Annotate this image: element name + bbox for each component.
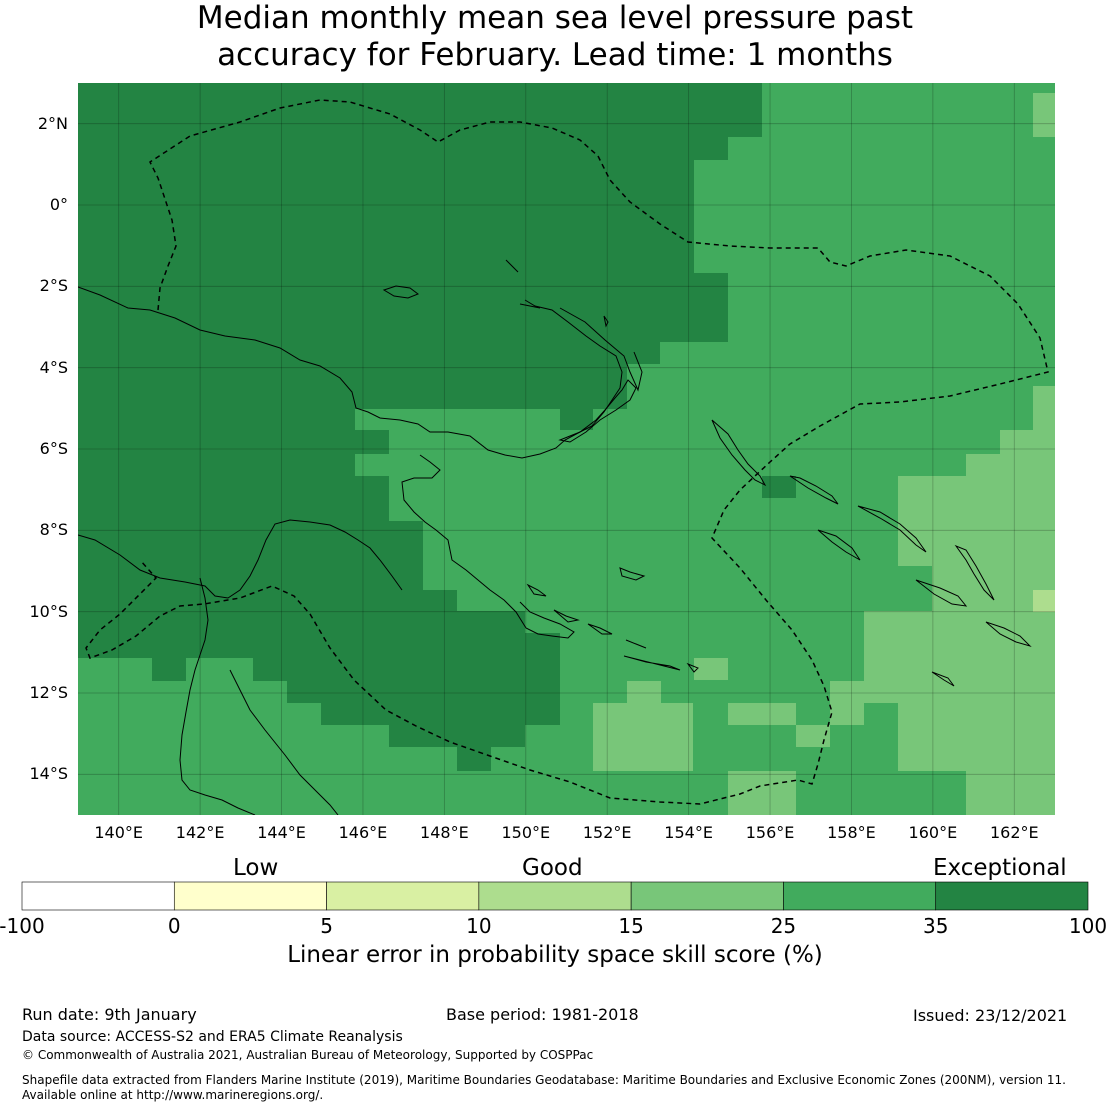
longitude-label: 160°E [908, 823, 958, 842]
coastlines [78, 259, 1032, 815]
latitude-label: 8°S [39, 520, 68, 540]
coastline-australia [179, 577, 339, 815]
skill-cell [728, 703, 796, 725]
colorbar-bin [21, 881, 175, 911]
coastline-new-britain [558, 379, 637, 443]
chart-title: Median monthly mean sea level pressure p… [0, 0, 1110, 74]
run-date: Run date: 9th January [22, 1005, 197, 1024]
colorbar-tick-label: 5 [320, 914, 333, 938]
shapefile-credit-line-2: Available online at http://www.marinereg… [22, 1088, 324, 1102]
skill-cell [898, 476, 1055, 566]
colorbar [21, 881, 1089, 911]
issued-date: Issued: 23/12/2021 [913, 1006, 1068, 1025]
title-line-1: Median monthly mean sea level pressure p… [196, 0, 914, 36]
title-line-2: accuracy for February. Lead time: 1 mont… [217, 37, 893, 73]
skill-cell [898, 703, 1055, 771]
skill-cell [966, 454, 1055, 476]
skill-cell [864, 611, 1055, 681]
latitude-label: 0° [49, 195, 68, 214]
coastline-bougainville [711, 419, 767, 487]
shapefile-credit-line-1: Shapefile data extracted from Flanders M… [22, 1073, 1066, 1087]
skill-cell [1033, 386, 1055, 430]
colorbar-bin [783, 881, 937, 911]
longitude-label: 154°E [664, 823, 713, 842]
skill-cell [627, 681, 661, 703]
longitude-label: 142°E [175, 823, 225, 842]
latitude-label: 12°S [29, 683, 68, 702]
colorbar-bin [478, 881, 632, 911]
colorbar-bin [935, 881, 1089, 911]
longitude-label: 146°E [338, 823, 388, 842]
skill-cell [1000, 430, 1055, 454]
skill-cell [694, 658, 728, 680]
latitude-label: 2°S [39, 276, 68, 296]
colorbar-tick-label: 100 [1068, 914, 1108, 938]
skill-cell [830, 703, 864, 725]
colorbar-bin [173, 881, 327, 911]
longitude-label: 162°E [989, 823, 1039, 842]
skill-cell-exceptional [762, 476, 796, 498]
skill-cell [966, 771, 1055, 815]
colorbar-bin [630, 881, 784, 911]
colorbar-bin [326, 881, 480, 911]
copyright: © Commonwealth of Australia 2021, Austra… [22, 1048, 594, 1062]
latitude-label: 10°S [29, 601, 68, 621]
eez-boundaries [85, 99, 1049, 805]
gridlines [78, 83, 1055, 815]
longitude-label: 152°E [582, 823, 632, 842]
latitude-label: 4°S [39, 357, 68, 377]
colorbar-title: Linear error in probability space skill … [287, 942, 823, 968]
data-source: Data source: ACCESS-S2 and ERA5 Climate … [22, 1029, 403, 1045]
latitude-label: 2°N [37, 113, 68, 133]
skill-cell [728, 771, 796, 815]
colorbar-tick-label: 35 [922, 914, 949, 938]
colorbar-category-good: Good [522, 855, 583, 881]
eez-boundary-png [85, 99, 1049, 805]
colorbar-tick-label: 10 [466, 914, 492, 938]
skill-cell [830, 681, 1055, 703]
longitude-label: 140°E [94, 823, 144, 842]
longitude-label: 150°E [501, 823, 551, 842]
skill-region-exceptional [78, 83, 762, 771]
colorbar-tick-label: 15 [618, 914, 644, 938]
colorbar-tick-label: 25 [770, 914, 797, 938]
longitude-label: 158°E [827, 823, 876, 842]
skill-cell [593, 703, 693, 771]
coastline-new-guinea [78, 286, 643, 639]
latitude-label: 14°S [29, 764, 68, 784]
longitude-label: 156°E [745, 823, 795, 842]
base-period: Base period: 1981-2018 [446, 1005, 639, 1024]
longitude-label: 148°E [420, 823, 469, 842]
latitude-label: 6°S [39, 439, 68, 458]
colorbar-category-low: Low [233, 855, 279, 881]
skill-cell-10-15 [1033, 590, 1055, 612]
coastline-solomon-islands [789, 475, 1032, 687]
colorbar-tick-label: -100 [0, 914, 45, 938]
longitude-label: 144°E [257, 823, 306, 842]
skill-cell [1033, 93, 1055, 137]
coastline-islands-east-png [382, 259, 699, 673]
skill-cell [796, 725, 830, 747]
colorbar-category-exceptional: Exceptional [933, 855, 1067, 881]
colorbar-tick-label: 0 [167, 914, 181, 938]
